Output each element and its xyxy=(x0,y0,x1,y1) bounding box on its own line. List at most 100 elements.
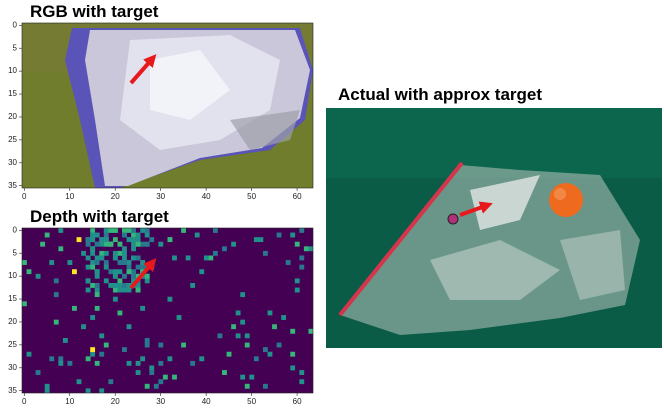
depth-pixel xyxy=(95,260,100,265)
y-tick-label: 5 xyxy=(13,248,18,257)
x-tick-label: 50 xyxy=(247,397,256,406)
depth-pixel xyxy=(245,333,250,338)
x-tick-label: 0 xyxy=(22,192,27,201)
y-tick-label: 25 xyxy=(8,135,17,144)
depth-pixel xyxy=(95,256,100,261)
depth-pixel xyxy=(90,233,95,238)
x-tick-label: 40 xyxy=(202,397,211,406)
depth-pixel xyxy=(104,251,109,256)
depth-pixel xyxy=(127,265,132,270)
depth-pixel xyxy=(136,265,141,270)
depth-pixel xyxy=(158,361,163,366)
depth-pixel xyxy=(145,233,150,238)
depth-pixel xyxy=(108,228,113,233)
depth-pixel xyxy=(108,269,113,274)
depth-pixel xyxy=(213,228,218,233)
rgb-image xyxy=(22,23,313,188)
depth-pixel xyxy=(199,269,204,274)
y-tick-label: 10 xyxy=(8,271,17,280)
depth-pixel xyxy=(290,233,295,238)
depth-pixel xyxy=(168,237,173,242)
depth-pixel xyxy=(177,315,182,320)
depth-pixel xyxy=(117,288,122,293)
depth-pixel xyxy=(36,274,41,279)
depth-pixel xyxy=(213,251,218,256)
depth-pixel xyxy=(127,361,132,366)
depth-pixel xyxy=(127,228,132,233)
y-tick-label: 10 xyxy=(8,66,17,75)
depth-pixel xyxy=(95,242,100,247)
depth-pixel xyxy=(104,242,109,247)
depth-pixel xyxy=(181,343,186,348)
depth-pixel xyxy=(290,329,295,334)
depth-pixel xyxy=(127,260,132,265)
depth-pixel xyxy=(108,242,113,247)
x-tick-label: 50 xyxy=(247,192,256,201)
depth-pixel xyxy=(86,278,91,283)
depth-pixel xyxy=(113,269,118,274)
depth-pixel xyxy=(131,246,136,251)
depth-pixel xyxy=(122,260,127,265)
depth-pixel xyxy=(163,375,168,380)
depth-pixel xyxy=(127,269,132,274)
depth-pixel xyxy=(36,370,41,375)
depth-pixel xyxy=(113,256,118,261)
depth-pixel xyxy=(99,256,104,261)
y-tick-label: 15 xyxy=(8,89,17,98)
depth-pixel xyxy=(108,283,113,288)
depth-pixel xyxy=(117,251,122,256)
depth-pixel xyxy=(227,352,232,357)
depth-pixel xyxy=(99,237,104,242)
depth-pixel xyxy=(95,274,100,279)
panel-title: RGB with target xyxy=(30,2,159,21)
depth-pixel xyxy=(222,370,227,375)
depth-pixel xyxy=(145,274,150,279)
depth-pixel xyxy=(104,260,109,265)
depth-pixel xyxy=(122,288,127,293)
depth-pixel xyxy=(99,242,104,247)
depth-pixel xyxy=(113,228,118,233)
y-tick-label: 25 xyxy=(8,340,17,349)
depth-pixel xyxy=(290,366,295,371)
x-tick-label: 60 xyxy=(293,397,302,406)
depth-pixel xyxy=(131,237,136,242)
depth-pixel xyxy=(308,329,313,334)
depth-pixel xyxy=(95,288,100,293)
depth-pixel xyxy=(231,242,236,247)
depth-pixel xyxy=(195,233,200,238)
depth-pixel xyxy=(299,370,304,375)
depth-pixel xyxy=(245,343,250,348)
y-tick-label: 20 xyxy=(8,112,17,121)
depth-pixel xyxy=(127,237,132,242)
depth-pixel xyxy=(154,384,159,389)
depth-pixel xyxy=(99,333,104,338)
x-tick-label: 0 xyxy=(22,397,27,406)
depth-pixel xyxy=(145,242,150,247)
depth-pixel xyxy=(158,379,163,384)
depth-pixel xyxy=(108,379,113,384)
depth-pixel xyxy=(136,361,141,366)
depth-pixel xyxy=(122,274,127,279)
x-tick-label: 20 xyxy=(111,192,120,201)
depth-pixel xyxy=(190,283,195,288)
depth-pixel xyxy=(308,246,313,251)
depth-pixel xyxy=(218,333,223,338)
depth-pixel xyxy=(117,283,122,288)
depth-pixel xyxy=(95,292,100,297)
depth-pixel xyxy=(254,356,259,361)
y-tick-label: 35 xyxy=(8,386,17,395)
depth-pixel xyxy=(77,237,82,242)
depth-pixel xyxy=(113,237,118,242)
depth-pixel xyxy=(49,356,54,361)
depth-pixel xyxy=(86,388,91,393)
depth-pixel xyxy=(122,256,127,261)
depth-pixel xyxy=(95,361,100,366)
depth-pixel xyxy=(190,361,195,366)
depth-pixel xyxy=(277,343,282,348)
depth-pixel xyxy=(299,228,304,233)
depth-pixel xyxy=(45,388,50,393)
depth-pixel xyxy=(254,237,259,242)
target-dot xyxy=(448,214,458,224)
depth-pixel xyxy=(236,333,241,338)
depth-pixel xyxy=(131,256,136,261)
